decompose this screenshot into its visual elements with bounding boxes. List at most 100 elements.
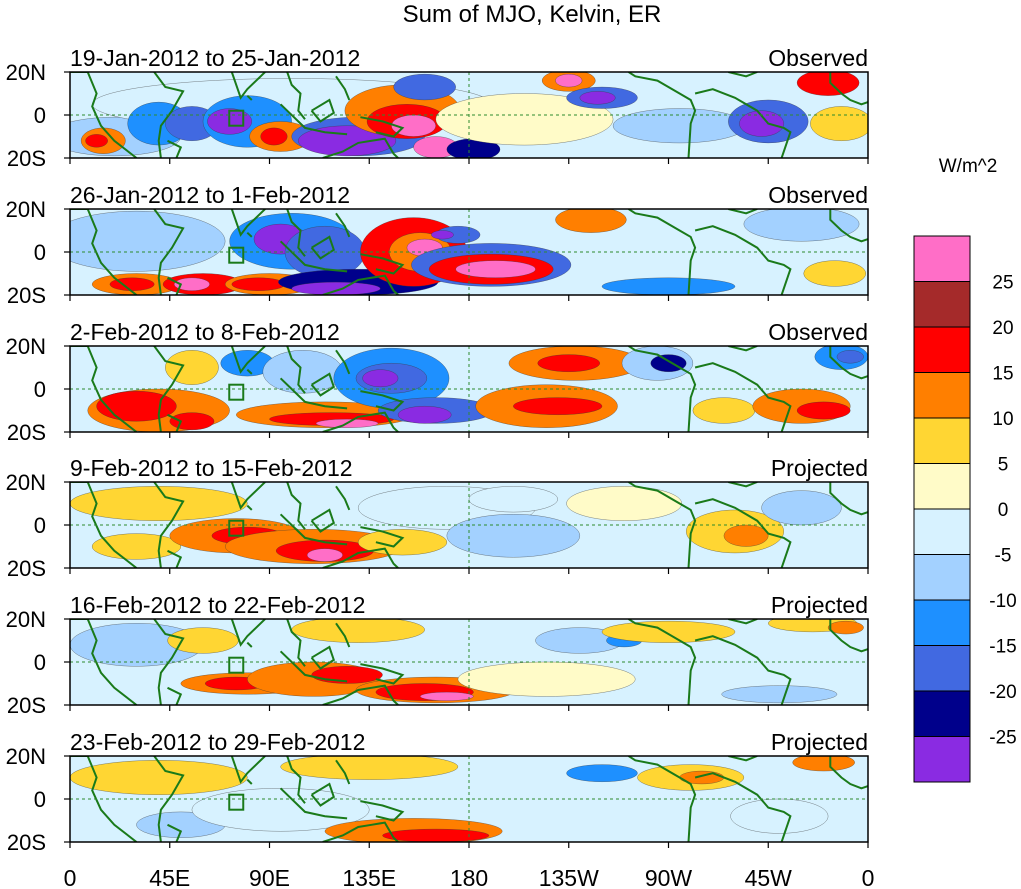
lon-label: 135E [342, 865, 396, 889]
coastline [279, 240, 348, 273]
lat-label: 0 [34, 787, 46, 812]
coastline [279, 650, 348, 683]
panel-type: Projected [771, 729, 868, 755]
reference-box [228, 793, 245, 811]
colorbar-swatch [913, 281, 971, 328]
lat-label: 20N [6, 744, 46, 769]
coastline [153, 482, 185, 568]
anomaly-contour [612, 108, 747, 144]
anomaly-contour [566, 764, 638, 783]
anomaly-contour [291, 281, 381, 295]
panel-period: 26-Jan-2012 to 1-Feb-2012 [70, 182, 350, 208]
panel-type: Observed [768, 319, 868, 345]
coastline [694, 635, 792, 705]
colorbar-units: W/m^2 [939, 156, 998, 177]
coastline [628, 619, 697, 705]
coastline [167, 686, 183, 705]
coastline [286, 72, 306, 120]
map-panel: 20N 0 20S 26-Jan-2012 to 1-Feb-2012 Observed [6, 182, 869, 308]
lat-label: 20N [6, 60, 46, 85]
panel-period: 2-Feb-2012 to 8-Feb-2012 [70, 319, 340, 345]
coastline [694, 362, 792, 432]
coastline [230, 756, 266, 784]
coastline [360, 526, 405, 548]
coastline [322, 137, 399, 158]
coastline [728, 209, 758, 215]
lat-label: 0 [34, 513, 46, 538]
colorbar-swatch [913, 372, 971, 419]
colorbar-label: -15 [989, 637, 1016, 658]
lat-label: 20N [6, 470, 46, 495]
anomaly-contour [457, 661, 636, 697]
colorbar: W/m^2 25 20 15 10 5 0 -5 -10 -15 -20 -25 [913, 156, 1017, 783]
anomaly-contour [70, 210, 226, 272]
coastline [310, 235, 335, 260]
anomaly-contour [382, 828, 490, 842]
anomaly-contour [792, 756, 855, 772]
coastline [694, 225, 792, 295]
anomaly-contour [513, 397, 603, 416]
coastline [728, 346, 758, 352]
coastline [728, 756, 758, 762]
anomaly-contour [231, 277, 286, 291]
lat-label: 20N [6, 334, 46, 359]
anomaly-contour [91, 533, 182, 560]
lat-label: 20S [7, 146, 46, 171]
panel-type: Observed [768, 182, 868, 208]
coastline [829, 756, 868, 790]
lat-label: 20S [7, 283, 46, 308]
coastline [167, 823, 183, 842]
coastline [246, 94, 253, 101]
anomaly-contour [730, 798, 829, 834]
coastline [335, 485, 351, 511]
coastline [829, 72, 868, 106]
anomaly-field [70, 346, 868, 432]
coastline [628, 346, 697, 432]
colorbar-label: 25 [992, 273, 1013, 294]
anomaly-contour [173, 277, 210, 291]
anomaly-contour [566, 486, 683, 521]
coastline [230, 346, 266, 374]
anomaly-contour [446, 514, 581, 558]
coastline [279, 103, 348, 136]
coastline [286, 209, 306, 257]
coastline [230, 482, 266, 510]
lat-label: 20N [6, 607, 46, 632]
coastline [310, 98, 336, 123]
colorbar-swatch [913, 554, 971, 601]
colorbar-swatch [913, 235, 971, 282]
anomaly-contour [803, 260, 867, 287]
coastline [360, 663, 405, 685]
anomaly-contour [419, 691, 474, 701]
reference-box [228, 109, 245, 127]
coastline [628, 209, 697, 295]
coastline [335, 349, 351, 375]
panel-period: 23-Feb-2012 to 29-Feb-2012 [70, 729, 365, 755]
coastline [286, 482, 306, 530]
coastline [153, 619, 185, 705]
anomaly-contour [260, 127, 288, 146]
panel-period: 9-Feb-2012 to 15-Feb-2012 [70, 455, 353, 481]
coastline [335, 212, 351, 238]
colorbar-swatch [913, 417, 971, 464]
colorbar-label: -25 [989, 728, 1016, 749]
lat-label: 0 [34, 377, 46, 402]
lon-label: 45W [745, 865, 793, 889]
coastline [70, 482, 138, 568]
map-panel: 20N 0 20S 19-Jan-2012 to 25-Jan-2012 Observe… [6, 45, 869, 171]
figure-title: Sum of MJO, Kelvin, ER [403, 1, 662, 28]
coastline [246, 231, 253, 238]
coastline [829, 482, 868, 516]
lat-label: 20S [7, 693, 46, 718]
coastline [322, 274, 399, 295]
anomaly-contour [393, 73, 456, 101]
coastline [310, 782, 335, 807]
colorbar-swatch [913, 690, 971, 737]
lon-label: 45E [149, 865, 190, 889]
map-panel: 20N 0 20S 2-Feb-2012 to 8-Feb-2012 Observed [6, 319, 869, 445]
coastline [279, 513, 348, 546]
anomaly-contour [555, 73, 583, 88]
panel-period: 16-Feb-2012 to 22-Feb-2012 [70, 592, 365, 618]
coastline [153, 346, 185, 432]
